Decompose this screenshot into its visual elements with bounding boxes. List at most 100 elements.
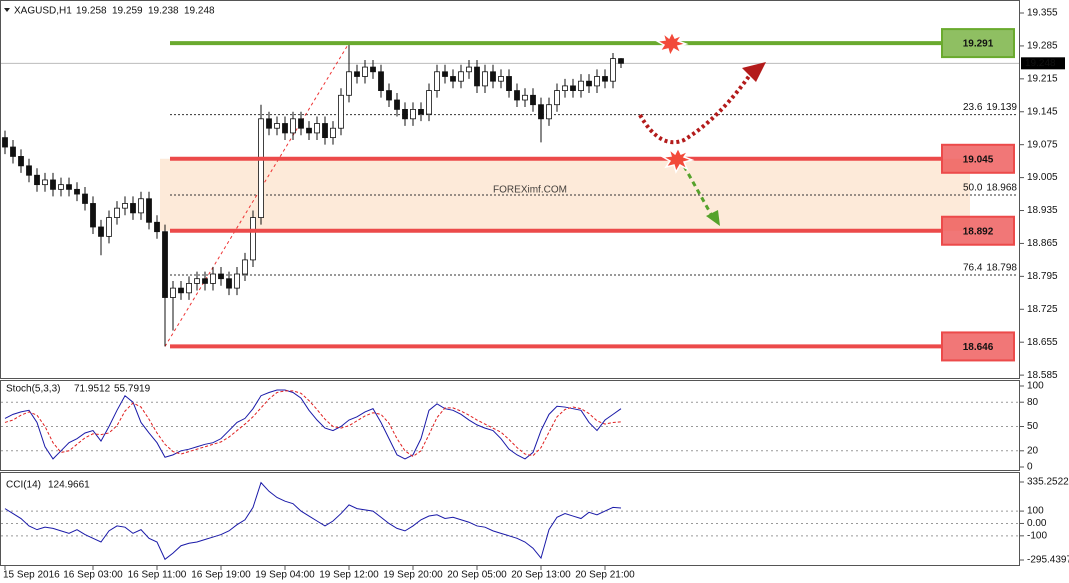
candle-body bbox=[122, 203, 128, 209]
candle-body bbox=[266, 118, 272, 129]
candle-body bbox=[514, 90, 520, 101]
candle-body bbox=[18, 156, 24, 167]
candle-body bbox=[450, 76, 456, 82]
candle-body bbox=[10, 146, 16, 157]
ohlc-high: 19.259 bbox=[112, 6, 143, 17]
y-tick-label: -295.4397 bbox=[1027, 555, 1069, 566]
candle-body bbox=[418, 109, 424, 115]
candle-body bbox=[114, 207, 120, 218]
candle-body bbox=[242, 259, 248, 275]
x-tick-label: 16 Sep 11:00 bbox=[128, 570, 187, 581]
x-tick-label: 20 Sep 05:00 bbox=[447, 570, 507, 581]
candle-body bbox=[130, 203, 136, 214]
candle-body bbox=[74, 188, 80, 195]
indicator-line bbox=[4, 390, 622, 458]
candle-body bbox=[586, 80, 592, 87]
cci-value: 124.9661 bbox=[48, 480, 90, 491]
x-tick-label: 19 Sep 04:00 bbox=[255, 570, 315, 581]
candle-body bbox=[330, 127, 336, 139]
candle-body bbox=[370, 66, 376, 73]
level-label: 18.646 bbox=[963, 342, 994, 353]
candle-body bbox=[226, 278, 232, 289]
candle-body bbox=[282, 123, 288, 134]
x-tick-label: 19 Sep 12:00 bbox=[319, 570, 379, 581]
candle-body bbox=[594, 76, 600, 87]
candle-body bbox=[490, 71, 496, 82]
last-price-label: 19.248 bbox=[1025, 58, 1056, 69]
candle-body bbox=[554, 90, 560, 106]
y-tick-label: 0 bbox=[1027, 462, 1033, 473]
bullish-arrowhead bbox=[742, 62, 766, 82]
star-marker bbox=[660, 146, 695, 174]
y-tick-label: 19.145 bbox=[1027, 106, 1058, 117]
plot-layer: 19.355 19.285 19.215 19.145 19.075 19.005 18.9… bbox=[1, 8, 1069, 581]
candle-body bbox=[202, 278, 208, 284]
x-tick-label: 16 Sep 19:00 bbox=[191, 570, 251, 581]
y-tick-label: 18.865 bbox=[1027, 238, 1058, 249]
candle-body bbox=[498, 76, 504, 82]
candle-body bbox=[570, 85, 576, 91]
candle-body bbox=[66, 184, 72, 190]
menu-triangle bbox=[4, 8, 10, 12]
candle-body bbox=[538, 104, 544, 120]
fib-percent: 23.6 bbox=[963, 102, 983, 113]
candle-body bbox=[106, 217, 112, 237]
candle-body bbox=[314, 123, 320, 134]
stoch-signal-value: 55.7919 bbox=[114, 384, 151, 395]
candle-body bbox=[346, 71, 352, 96]
candle-body bbox=[274, 123, 280, 129]
ohlc-close: 19.248 bbox=[184, 6, 215, 17]
candle-body bbox=[466, 66, 472, 73]
candle-body bbox=[218, 273, 224, 280]
stoch-main-value: 71.9512 bbox=[74, 384, 111, 395]
level-box bbox=[941, 215, 1015, 246]
candle-body bbox=[506, 76, 512, 91]
y-tick-label: 50 bbox=[1027, 421, 1039, 432]
candle-body bbox=[338, 94, 344, 129]
fib-percent: 76.4 bbox=[963, 263, 983, 274]
main-frame bbox=[0, 0, 1020, 379]
indicator-line bbox=[4, 481, 622, 561]
candle-body bbox=[442, 71, 448, 77]
candle-body bbox=[458, 71, 464, 82]
y-tick-label: 19.005 bbox=[1027, 172, 1058, 183]
candle-body bbox=[146, 198, 152, 223]
y-tick-label: 20 bbox=[1027, 445, 1039, 456]
candle-body bbox=[170, 287, 176, 298]
candle-body bbox=[34, 174, 40, 186]
ohlc-open: 19.258 bbox=[76, 6, 107, 17]
candle-body bbox=[154, 221, 160, 233]
fib-swing-line bbox=[164, 42, 350, 347]
candle-body bbox=[82, 193, 88, 204]
candle-body bbox=[618, 58, 624, 64]
y-tick-label: 18.725 bbox=[1027, 304, 1058, 315]
y-tick-label: 80 bbox=[1027, 397, 1039, 408]
candle-body bbox=[546, 104, 552, 120]
candle-body bbox=[138, 198, 144, 214]
y-tick-label: 18.655 bbox=[1027, 337, 1058, 348]
y-tick-label: 19.215 bbox=[1027, 73, 1058, 84]
candle-body bbox=[610, 58, 616, 82]
ohlc-low: 19.238 bbox=[148, 6, 179, 17]
star-marker bbox=[654, 30, 689, 58]
stoch-frame bbox=[0, 380, 1020, 471]
level-label: 19.291 bbox=[963, 39, 994, 50]
y-tick-label: 0.00 bbox=[1027, 518, 1047, 529]
candle-body bbox=[26, 165, 32, 176]
annotations bbox=[638, 30, 766, 226]
candle-body bbox=[90, 203, 96, 228]
candle-body bbox=[258, 118, 264, 218]
y-tick-label: 19.355 bbox=[1027, 8, 1058, 19]
candle-body bbox=[210, 273, 216, 284]
candle-body bbox=[298, 118, 304, 129]
candle-body bbox=[410, 109, 416, 120]
fib-percent: 50.0 bbox=[963, 183, 983, 194]
level-label: 18.892 bbox=[963, 226, 994, 237]
level-box bbox=[941, 28, 1015, 59]
candle-body bbox=[522, 94, 528, 101]
candle-body bbox=[434, 71, 440, 91]
y-tick-label: 18.585 bbox=[1027, 370, 1058, 381]
